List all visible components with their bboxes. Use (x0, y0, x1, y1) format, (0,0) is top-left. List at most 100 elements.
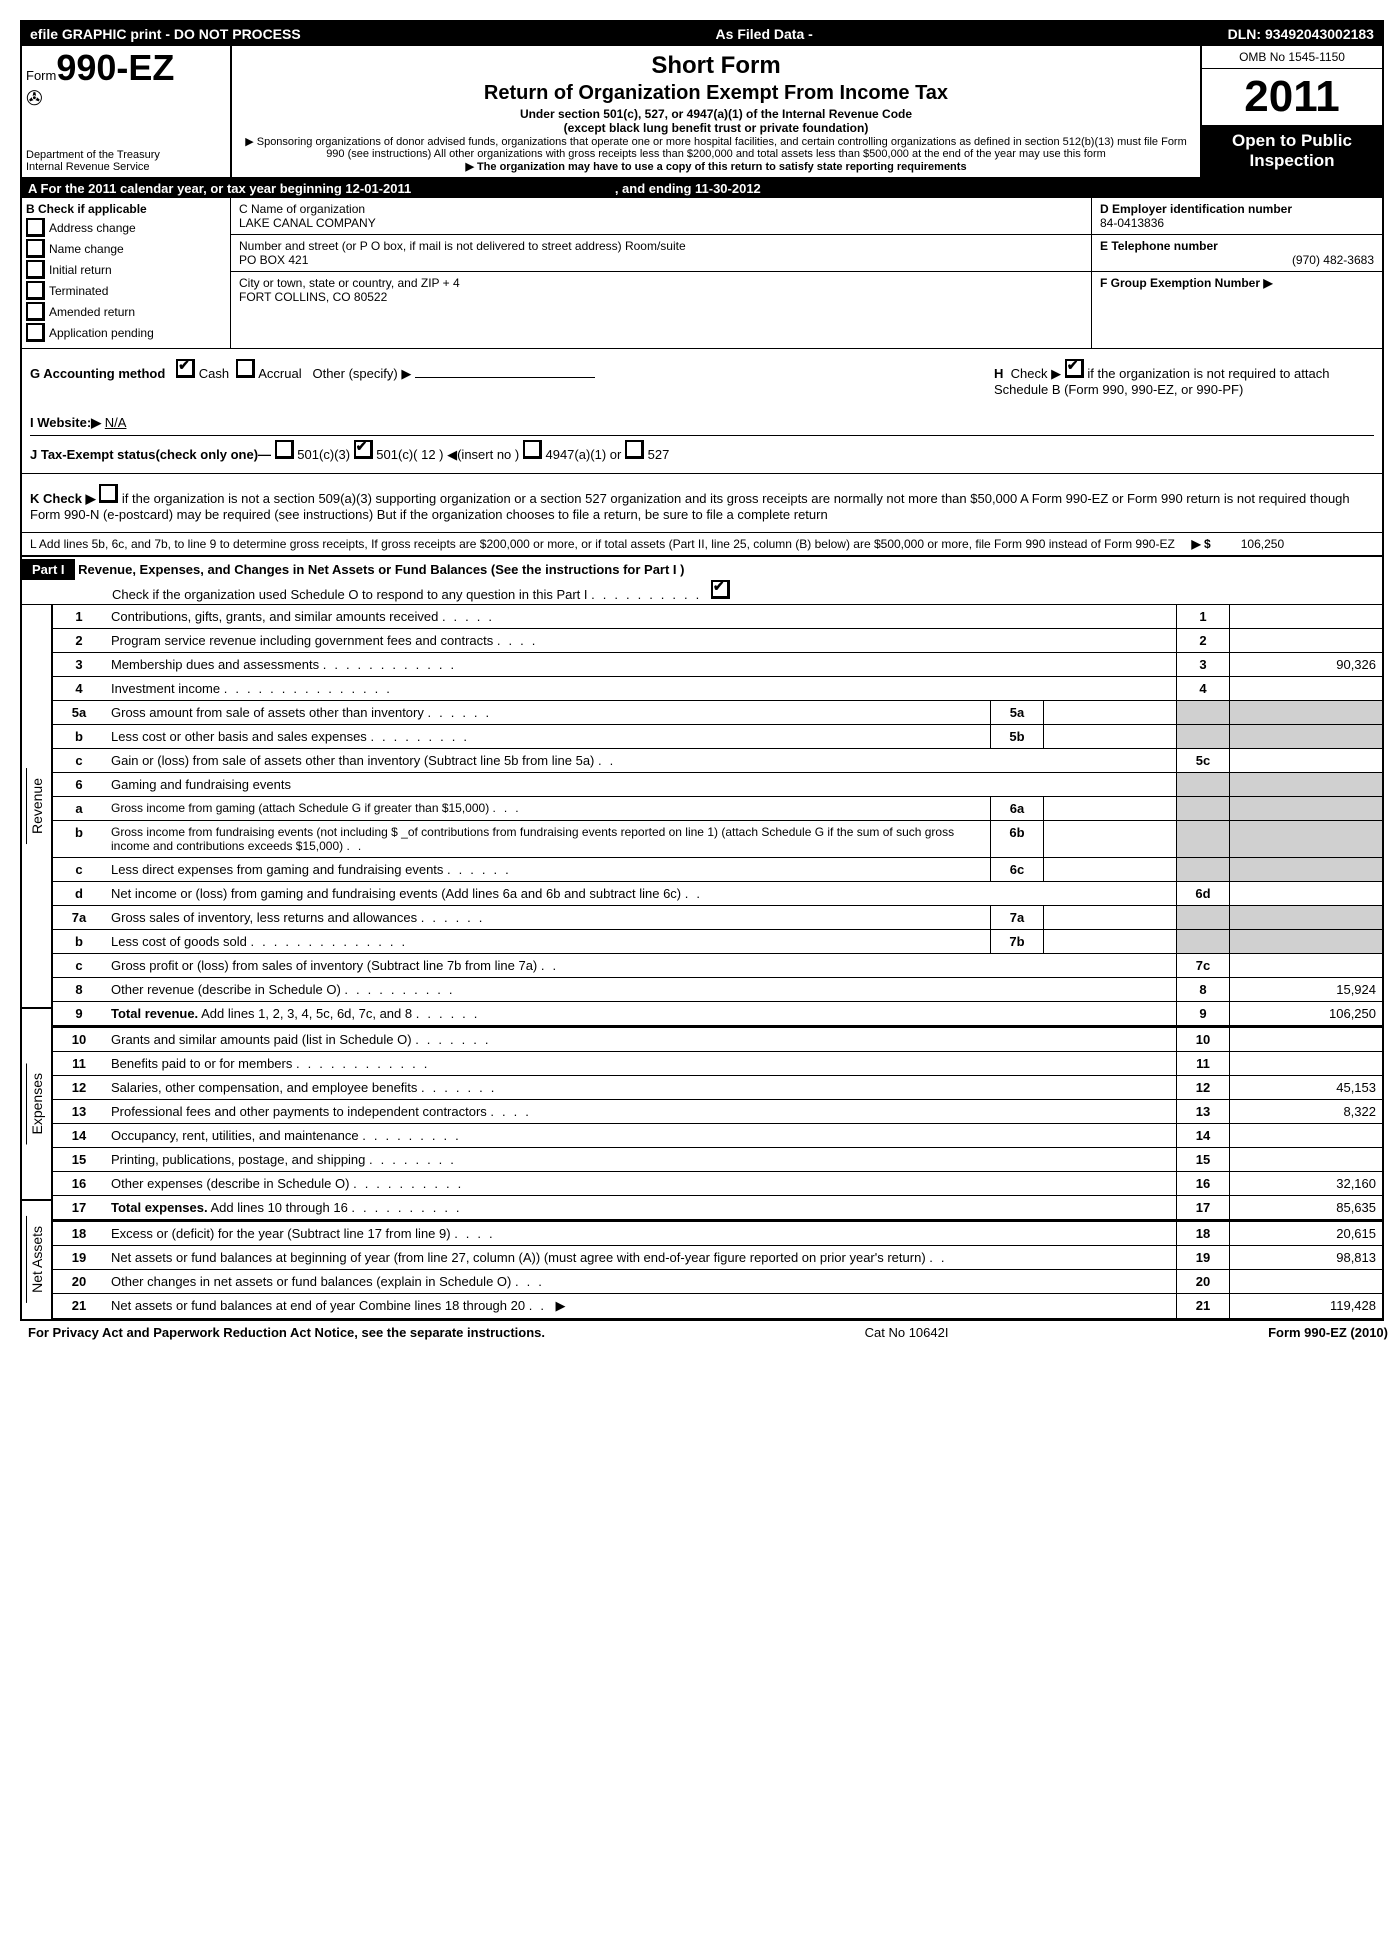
line-number: 20 (53, 1270, 105, 1294)
option-checkbox[interactable] (26, 281, 45, 300)
line-description: Contributions, gifts, grants, and simila… (105, 605, 1177, 629)
tax-year: 2011 (1202, 69, 1382, 125)
line-description: Printing, publications, postage, and shi… (105, 1148, 1177, 1172)
right-line-number: 21 (1177, 1294, 1230, 1319)
option-checkbox[interactable] (26, 218, 45, 237)
expense-table: 10Grants and similar amounts paid (list … (53, 1026, 1382, 1220)
part1-header-row: Part I Revenue, Expenses, and Changes in… (22, 557, 1382, 605)
h-checkbox[interactable] (1065, 359, 1084, 378)
line-description: Salaries, other compensation, and employ… (105, 1076, 1177, 1100)
right-value: 20,615 (1230, 1221, 1383, 1246)
k-checkbox[interactable] (99, 484, 118, 503)
netassets-label: Net Assets (26, 1216, 47, 1303)
line-description: Total revenue. Add lines 1, 2, 3, 4, 5c,… (105, 1002, 1177, 1026)
right-line-number: 14 (1177, 1124, 1230, 1148)
table-row: 5aGross amount from sale of assets other… (53, 701, 1382, 725)
line-number: 21 (53, 1294, 105, 1319)
right-val-grey (1230, 858, 1383, 882)
option-checkbox[interactable] (26, 302, 45, 321)
option-label: Name change (49, 242, 124, 256)
k-label: K Check ▶ (30, 491, 96, 506)
line-description: Other expenses (describe in Schedule O) … (105, 1172, 1177, 1196)
right-val-grey (1230, 906, 1383, 930)
right-value: 32,160 (1230, 1172, 1383, 1196)
e-value: (970) 482-3683 (1100, 253, 1374, 267)
table-row: 8Other revenue (describe in Schedule O) … (53, 978, 1382, 1002)
accrual-checkbox[interactable] (236, 359, 255, 378)
f-label: F Group Exemption Number (1100, 276, 1260, 290)
line-number: 10 (53, 1027, 105, 1052)
j-527-checkbox[interactable] (625, 440, 644, 459)
line-description: Professional fees and other payments to … (105, 1100, 1177, 1124)
mid-line-number: 7a (991, 906, 1044, 930)
line-number: c (53, 954, 105, 978)
mid-line-number: 6c (991, 858, 1044, 882)
right-line-number: 9 (1177, 1002, 1230, 1026)
header-note2: ▶ The organization may have to use a cop… (242, 160, 1190, 173)
part1-checkbox[interactable] (711, 580, 730, 599)
table-row: 21Net assets or fund balances at end of … (53, 1294, 1382, 1319)
right-line-number: 12 (1177, 1076, 1230, 1100)
right-line-number: 5c (1177, 749, 1230, 773)
l-text: L Add lines 5b, 6c, and 7b, to line 9 to… (30, 537, 1175, 551)
right-line-number: 15 (1177, 1148, 1230, 1172)
right-line-number: 8 (1177, 978, 1230, 1002)
l-section: L Add lines 5b, 6c, and 7b, to line 9 to… (22, 533, 1382, 557)
table-row: cGain or (loss) from sale of assets othe… (53, 749, 1382, 773)
info-row: B Check if applicable Address changeName… (22, 198, 1382, 349)
j-501c: 501(c)( 12 ) ◀(insert no ) (376, 447, 519, 462)
right-value (1230, 882, 1383, 906)
k-body: if the organization is not a section 509… (30, 491, 1350, 522)
right-line-number: 2 (1177, 629, 1230, 653)
d-label: D Employer identification number (1100, 202, 1374, 216)
line-description: Less direct expenses from gaming and fun… (105, 858, 991, 882)
table-row: cGross profit or (loss) from sales of in… (53, 954, 1382, 978)
right-val-grey (1230, 821, 1383, 858)
line-number: b (53, 930, 105, 954)
topbar-right: DLN: 93492043002183 (1228, 26, 1374, 42)
k-section: K Check ▶ if the organization is not a s… (22, 474, 1382, 533)
topbar-center: As Filed Data - (716, 26, 813, 42)
mid-value (1044, 930, 1177, 954)
top-bar: efile GRAPHIC print - DO NOT PROCESS As … (22, 22, 1382, 46)
right-num-grey (1177, 773, 1230, 797)
subtitle2: (except black lung benefit trust or priv… (242, 121, 1190, 135)
right-value (1230, 605, 1383, 629)
table-row: bLess cost or other basis and sales expe… (53, 725, 1382, 749)
mid-line-number: 6a (991, 797, 1044, 821)
line-description: Gaming and fundraising events (105, 773, 1177, 797)
line-description: Less cost of goods sold .............. (105, 930, 991, 954)
vertical-labels: Revenue Expenses Net Assets (22, 605, 53, 1319)
j-501c3-checkbox[interactable] (275, 440, 294, 459)
mid-line-number: 7b (991, 930, 1044, 954)
j-4947-checkbox[interactable] (523, 440, 542, 459)
right-num-grey (1177, 930, 1230, 954)
table-row: 14Occupancy, rent, utilities, and mainte… (53, 1124, 1382, 1148)
g-accrual: Accrual (258, 366, 301, 381)
right-value: 15,924 (1230, 978, 1383, 1002)
j-501c-checkbox[interactable] (354, 440, 373, 459)
right-val-grey (1230, 773, 1383, 797)
i-label: I Website:▶ (30, 415, 101, 430)
line-description: Excess or (deficit) for the year (Subtra… (105, 1221, 1177, 1246)
cash-checkbox[interactable] (176, 359, 195, 378)
line-description: Total expenses. Add lines 10 through 16 … (105, 1196, 1177, 1220)
mid-value (1044, 797, 1177, 821)
option-checkbox[interactable] (26, 260, 45, 279)
line-number: 15 (53, 1148, 105, 1172)
mid-value (1044, 821, 1177, 858)
form-prefix: Form (26, 68, 56, 83)
checkbox-option: Initial return (26, 260, 226, 279)
option-checkbox[interactable] (26, 323, 45, 342)
h-text: Check ▶ (1011, 366, 1061, 381)
line-number: 18 (53, 1221, 105, 1246)
b-label: B Check if applicable (26, 202, 226, 216)
f-arrow: ▶ (1263, 276, 1272, 290)
option-checkbox[interactable] (26, 239, 45, 258)
section-a-text2: , and ending 11-30-2012 (615, 181, 761, 196)
part1-title: Revenue, Expenses, and Changes in Net As… (78, 562, 684, 577)
right-value (1230, 1052, 1383, 1076)
e-label: E Telephone number (1100, 239, 1374, 253)
omb-number: OMB No 1545-1150 (1202, 46, 1382, 69)
line-description: Other changes in net assets or fund bala… (105, 1270, 1177, 1294)
